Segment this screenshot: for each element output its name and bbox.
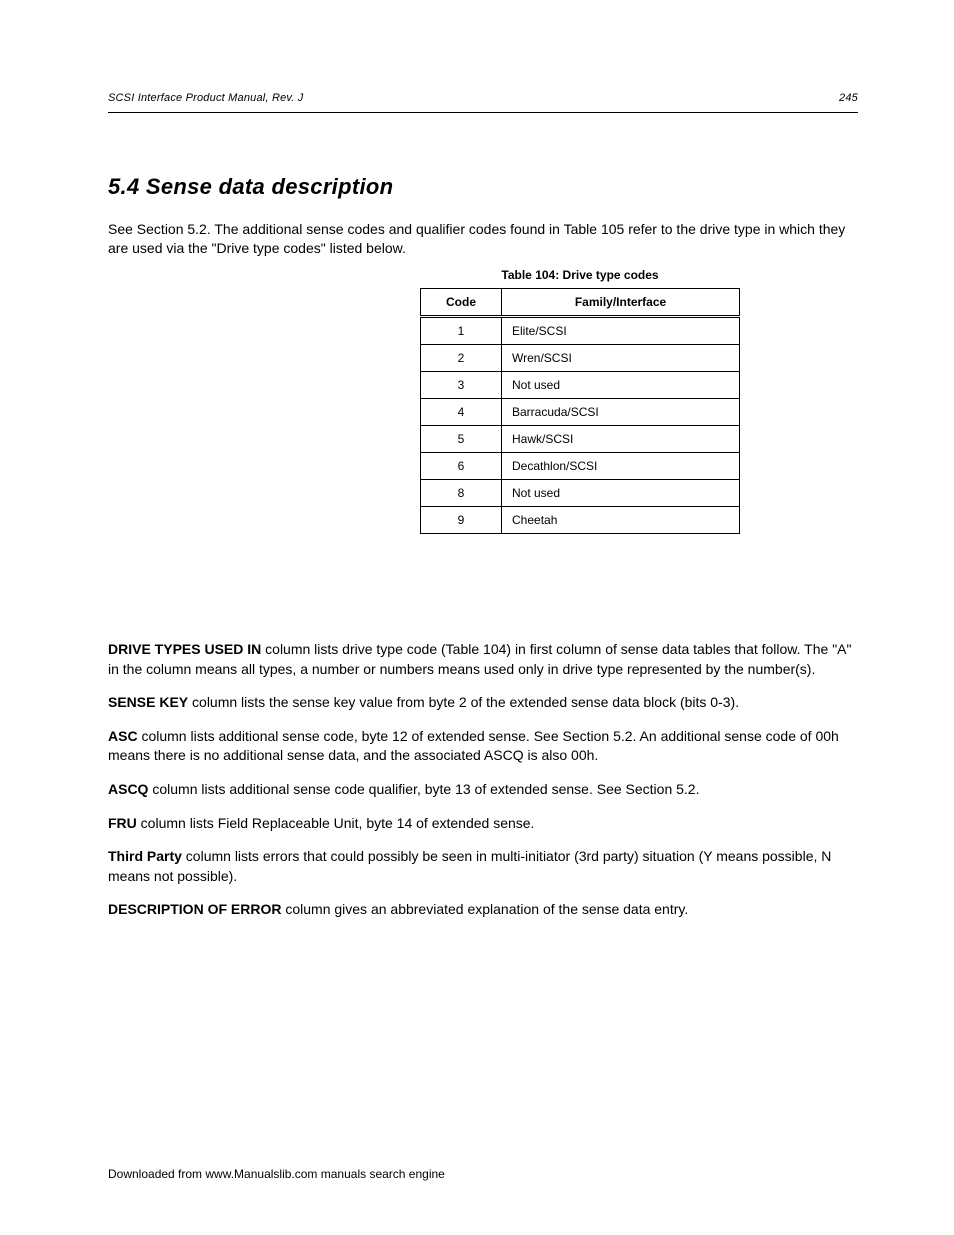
table-row: 2 Wren/SCSI — [421, 345, 740, 372]
definition-item: FRU column lists Field Replaceable Unit,… — [108, 814, 858, 834]
definition-body: column lists errors that could possibly … — [108, 848, 831, 884]
cell-code: 6 — [421, 453, 502, 480]
intro-paragraph: See Section 5.2. The additional sense co… — [108, 220, 858, 258]
table-header-row: Code Family/Interface — [421, 289, 740, 317]
cell-code: 5 — [421, 426, 502, 453]
page-header: SCSI Interface Product Manual, Rev. J 24… — [108, 92, 858, 121]
definition-term: FRU — [108, 815, 137, 831]
definition-term: DRIVE TYPES USED IN — [108, 641, 261, 657]
definition-body: column lists the sense key value from by… — [188, 694, 739, 710]
cell-code: 9 — [421, 507, 502, 534]
header-rule — [108, 112, 858, 113]
drive-type-codes-table: Code Family/Interface 1 Elite/SCSI 2 Wre… — [420, 288, 740, 534]
table-row: 3 Not used — [421, 372, 740, 399]
definition-term: ASCQ — [108, 781, 148, 797]
table-caption: Table 104: Drive type codes — [420, 268, 740, 282]
cell-code: 1 — [421, 317, 502, 345]
cell-family: Wren/SCSI — [502, 345, 740, 372]
definition-term: ASC — [108, 728, 138, 744]
cell-code: 8 — [421, 480, 502, 507]
table-row: 9 Cheetah — [421, 507, 740, 534]
cell-family: Barracuda/SCSI — [502, 399, 740, 426]
definition-item: DESCRIPTION OF ERROR column gives an abb… — [108, 900, 858, 920]
table-header-family: Family/Interface — [502, 289, 740, 317]
definition-item: Third Party column lists errors that cou… — [108, 847, 858, 886]
definition-term: DESCRIPTION OF ERROR — [108, 901, 281, 917]
table-row: 8 Not used — [421, 480, 740, 507]
header-right-page-number: 245 — [839, 92, 858, 104]
definition-item: DRIVE TYPES USED IN column lists drive t… — [108, 640, 858, 679]
definition-item: ASCQ column lists additional sense code … — [108, 780, 858, 800]
cell-family: Not used — [502, 372, 740, 399]
cell-family: Not used — [502, 480, 740, 507]
header-left: SCSI Interface Product Manual, Rev. J — [108, 92, 304, 104]
cell-code: 3 — [421, 372, 502, 399]
cell-family: Hawk/SCSI — [502, 426, 740, 453]
cell-family: Cheetah — [502, 507, 740, 534]
definitions-block: DRIVE TYPES USED IN column lists drive t… — [108, 640, 858, 934]
table-row: 6 Decathlon/SCSI — [421, 453, 740, 480]
definition-term: Third Party — [108, 848, 182, 864]
intro-text: See Section 5.2. The additional sense co… — [108, 220, 858, 258]
cell-family: Decathlon/SCSI — [502, 453, 740, 480]
cell-code: 2 — [421, 345, 502, 372]
definition-item: SENSE KEY column lists the sense key val… — [108, 693, 858, 713]
definition-body: column gives an abbreviated explanation … — [281, 901, 688, 917]
cell-family: Elite/SCSI — [502, 317, 740, 345]
definition-term: SENSE KEY — [108, 694, 188, 710]
footer-left: Downloaded from www.Manualslib.com manua… — [108, 1167, 445, 1181]
table-row: 4 Barracuda/SCSI — [421, 399, 740, 426]
cell-code: 4 — [421, 399, 502, 426]
table-header-code: Code — [421, 289, 502, 317]
table-row: 5 Hawk/SCSI — [421, 426, 740, 453]
table-row: 1 Elite/SCSI — [421, 317, 740, 345]
definition-body: column lists additional sense code quali… — [148, 781, 699, 797]
definition-body: column lists additional sense code, byte… — [108, 728, 839, 764]
definition-item: ASC column lists additional sense code, … — [108, 727, 858, 766]
page-footer: Downloaded from www.Manualslib.com manua… — [108, 1167, 858, 1181]
section-title: 5.4 Sense data description — [108, 174, 393, 200]
definition-body: column lists Field Replaceable Unit, byt… — [137, 815, 535, 831]
